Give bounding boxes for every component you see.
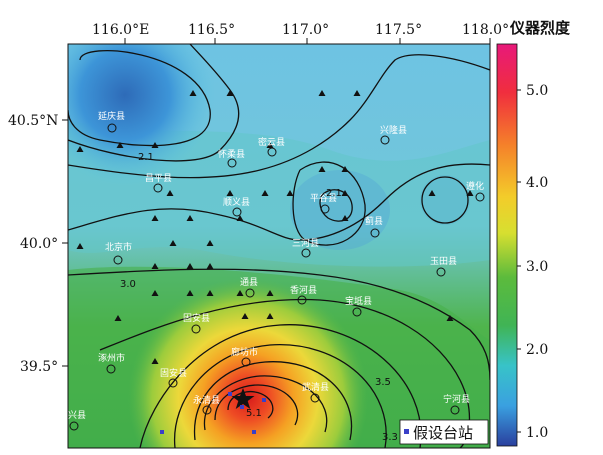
hypothetical-station-markers	[160, 392, 266, 434]
city-label: 廊坊市	[231, 346, 258, 358]
city-label: 三河县	[292, 237, 319, 249]
city-label: 密云县	[258, 136, 285, 148]
lon-tick-label: 116.0°E	[92, 22, 149, 38]
contour-value-labels: 2.1 2.1 3.0 3.5 5.1 3.3	[120, 152, 398, 443]
city-label: 永清县	[193, 394, 220, 406]
colorbar: 仪器烈度 5.0 4.0 3.0 2.0 1.0	[496, 19, 571, 447]
longitude-labels: 116.0°E 116.5° 117.0° 117.5° 118.0°	[92, 22, 509, 38]
contour-lines	[68, 44, 490, 448]
colorbar-tick-label: 4.0	[526, 175, 548, 191]
contour-label: 3.0	[120, 279, 136, 290]
city-label: 昌平县	[145, 173, 172, 184]
contour-label: 3.5	[375, 377, 391, 388]
colorbar-scale	[496, 43, 518, 447]
city-label: 怀柔县	[218, 148, 245, 160]
lon-tick-label: 118.0°	[462, 22, 509, 38]
colorbar-tick-label: 3.0	[526, 259, 548, 275]
colorbar-tick-label: 5.0	[526, 83, 548, 99]
legend-station-icon	[404, 429, 409, 434]
map-panel: 延庆县 怀柔县 密云县 兴隆县 昌平县 平谷县 顺义县 蓟县 遵化 北京市 三河…	[68, 44, 490, 448]
city-label: 固安县	[160, 367, 187, 379]
city-label: 平谷县	[310, 193, 337, 204]
lat-tick-label: 39.5°	[20, 359, 58, 375]
contour-label: 2.1	[326, 188, 342, 199]
city-label: 兴县	[68, 410, 86, 421]
lon-tick-label: 117.5°	[375, 22, 422, 38]
city-label: 兴隆县	[380, 124, 407, 136]
lon-tick-label: 116.5°	[188, 22, 235, 38]
city-label: 武清县	[302, 381, 329, 393]
city-label: 玉田县	[430, 256, 457, 267]
city-label: 涿州市	[98, 352, 125, 364]
city-label: 遵化	[466, 180, 484, 192]
city-label: 顺义县	[223, 197, 250, 208]
city-markers	[69, 123, 485, 431]
city-label: 北京市	[105, 241, 132, 253]
colorbar-title: 仪器烈度	[509, 19, 571, 37]
axis-ticks	[62, 38, 491, 367]
city-label: 通县	[240, 277, 258, 288]
lon-tick-label: 117.0°	[282, 22, 329, 38]
colorbar-tick-label: 2.0	[526, 342, 548, 358]
city-label: 蓟县	[365, 215, 383, 227]
legend: 假设台站	[399, 419, 489, 445]
legend-label: 假设台站	[413, 424, 473, 442]
lat-tick-label: 40.5°N	[8, 113, 58, 129]
city-label: 香河县	[290, 284, 317, 296]
contour-label: 2.1	[138, 152, 154, 163]
city-label: 延庆县	[98, 110, 125, 122]
lat-tick-label: 40.0°	[20, 236, 58, 252]
latitude-labels: 40.5°N 40.0° 39.5°	[8, 113, 58, 375]
epicenter-star-icon	[231, 388, 255, 409]
city-labels: 延庆县 怀柔县 密云县 兴隆县 昌平县 平谷县 顺义县 蓟县 遵化 北京市 三河…	[68, 110, 484, 421]
city-label: 宁河县	[443, 393, 470, 405]
colorbar-tick-label: 1.0	[526, 425, 548, 441]
station-markers	[76, 90, 474, 364]
contour-label: 3.3	[382, 432, 398, 443]
map-frame	[67, 43, 491, 449]
city-label: 固安县	[183, 312, 210, 324]
city-label: 宝坻县	[345, 295, 372, 307]
contour-label: 5.1	[246, 408, 262, 419]
